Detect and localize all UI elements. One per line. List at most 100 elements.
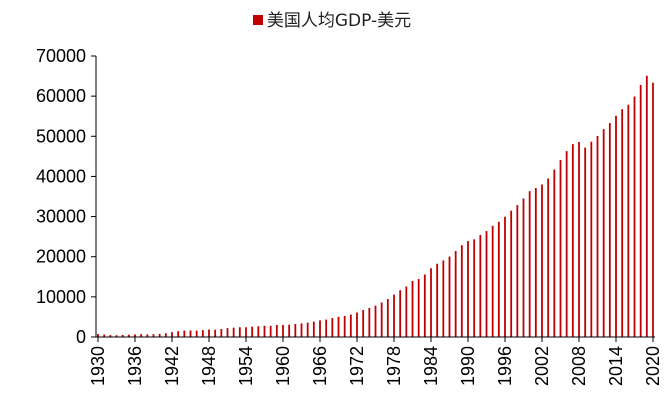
bar xyxy=(621,109,624,338)
bar xyxy=(467,241,469,337)
bar xyxy=(282,324,284,337)
bar xyxy=(399,290,402,337)
bar xyxy=(134,334,136,337)
bar xyxy=(645,75,648,337)
x-tick-label: 1972 xyxy=(347,346,367,386)
y-axis: 0 10000 20000 30000 40000 50000 60000 70000 xyxy=(36,46,97,347)
bar xyxy=(251,326,254,337)
x-tick-label: 2020 xyxy=(643,346,663,386)
bar xyxy=(226,328,229,337)
chart-legend: 美国人均GDP-美元 xyxy=(0,6,664,31)
bar xyxy=(103,334,106,337)
x-tick-label: 2008 xyxy=(569,346,589,386)
bar xyxy=(115,335,118,337)
y-tick-label: 10000 xyxy=(36,287,86,307)
bar xyxy=(584,147,587,337)
bar xyxy=(331,318,334,337)
x-tick-label: 1942 xyxy=(162,346,182,386)
bar xyxy=(652,82,654,338)
legend-swatch xyxy=(252,15,263,25)
bar xyxy=(238,327,241,337)
bar xyxy=(356,312,358,337)
x-tick-label: 2014 xyxy=(606,346,626,386)
bar xyxy=(121,334,124,337)
bar xyxy=(615,115,617,337)
bar xyxy=(578,142,580,337)
bar xyxy=(547,178,550,337)
y-tick-label: 60000 xyxy=(36,86,86,106)
x-tick-label: 1966 xyxy=(310,346,330,386)
bar xyxy=(541,184,543,337)
bar xyxy=(152,334,155,337)
bar xyxy=(436,263,439,337)
legend-label: 美国人均GDP-美元 xyxy=(266,11,412,31)
bar xyxy=(140,334,143,337)
bar xyxy=(374,305,377,337)
bar xyxy=(220,329,223,337)
y-tick-label: 30000 xyxy=(36,207,86,227)
bar xyxy=(516,205,519,337)
bar xyxy=(312,321,315,337)
bar xyxy=(460,245,463,337)
bar xyxy=(171,332,173,337)
bar xyxy=(177,331,180,337)
bar xyxy=(183,330,186,337)
bar xyxy=(510,210,513,337)
bar xyxy=(158,333,161,337)
x-tick-label: 1984 xyxy=(421,346,441,386)
bar xyxy=(263,325,266,337)
bar-series xyxy=(97,75,654,338)
x-tick-label: 1996 xyxy=(495,346,515,386)
x-tick-label: 1954 xyxy=(236,346,256,386)
bar xyxy=(201,330,204,337)
bar xyxy=(97,333,99,337)
y-tick-label: 70000 xyxy=(36,46,86,66)
x-tick-label: 1960 xyxy=(273,346,293,386)
bar xyxy=(454,251,457,337)
bar xyxy=(497,221,500,337)
bar xyxy=(405,286,408,337)
bar xyxy=(430,268,432,337)
bar xyxy=(534,187,537,337)
bar xyxy=(386,299,389,337)
bar xyxy=(417,279,420,337)
x-tick-label: 2002 xyxy=(532,346,552,386)
bar xyxy=(269,325,272,337)
x-tick-label: 1936 xyxy=(125,346,145,386)
y-tick-label: 20000 xyxy=(36,247,86,267)
bar xyxy=(627,104,630,337)
bar xyxy=(633,96,636,337)
bar xyxy=(639,84,642,337)
bar xyxy=(448,256,451,337)
bar xyxy=(109,335,112,337)
bar xyxy=(232,327,235,337)
bar xyxy=(442,260,445,337)
x-tick-label: 1978 xyxy=(384,346,404,386)
bar xyxy=(343,316,346,337)
y-tick-label: 0 xyxy=(76,327,86,347)
y-tick-label: 50000 xyxy=(36,126,86,146)
bar xyxy=(380,302,383,337)
bar xyxy=(368,307,371,337)
bar xyxy=(349,314,352,337)
bar xyxy=(337,316,340,337)
bar xyxy=(479,234,482,337)
bar xyxy=(553,169,556,337)
bar xyxy=(423,274,426,337)
y-tick-label: 40000 xyxy=(36,166,86,186)
bar xyxy=(590,141,593,337)
bar xyxy=(288,324,291,337)
bar xyxy=(608,123,611,337)
bar xyxy=(300,323,303,337)
x-tick-label: 1930 xyxy=(88,346,108,386)
x-tick-label: 1948 xyxy=(199,346,219,386)
bar xyxy=(127,334,130,337)
bar xyxy=(164,333,167,337)
bar xyxy=(491,225,494,337)
bar xyxy=(245,327,247,337)
bar xyxy=(596,136,599,337)
bar xyxy=(528,191,531,337)
bar xyxy=(473,239,476,337)
bar xyxy=(208,329,210,337)
